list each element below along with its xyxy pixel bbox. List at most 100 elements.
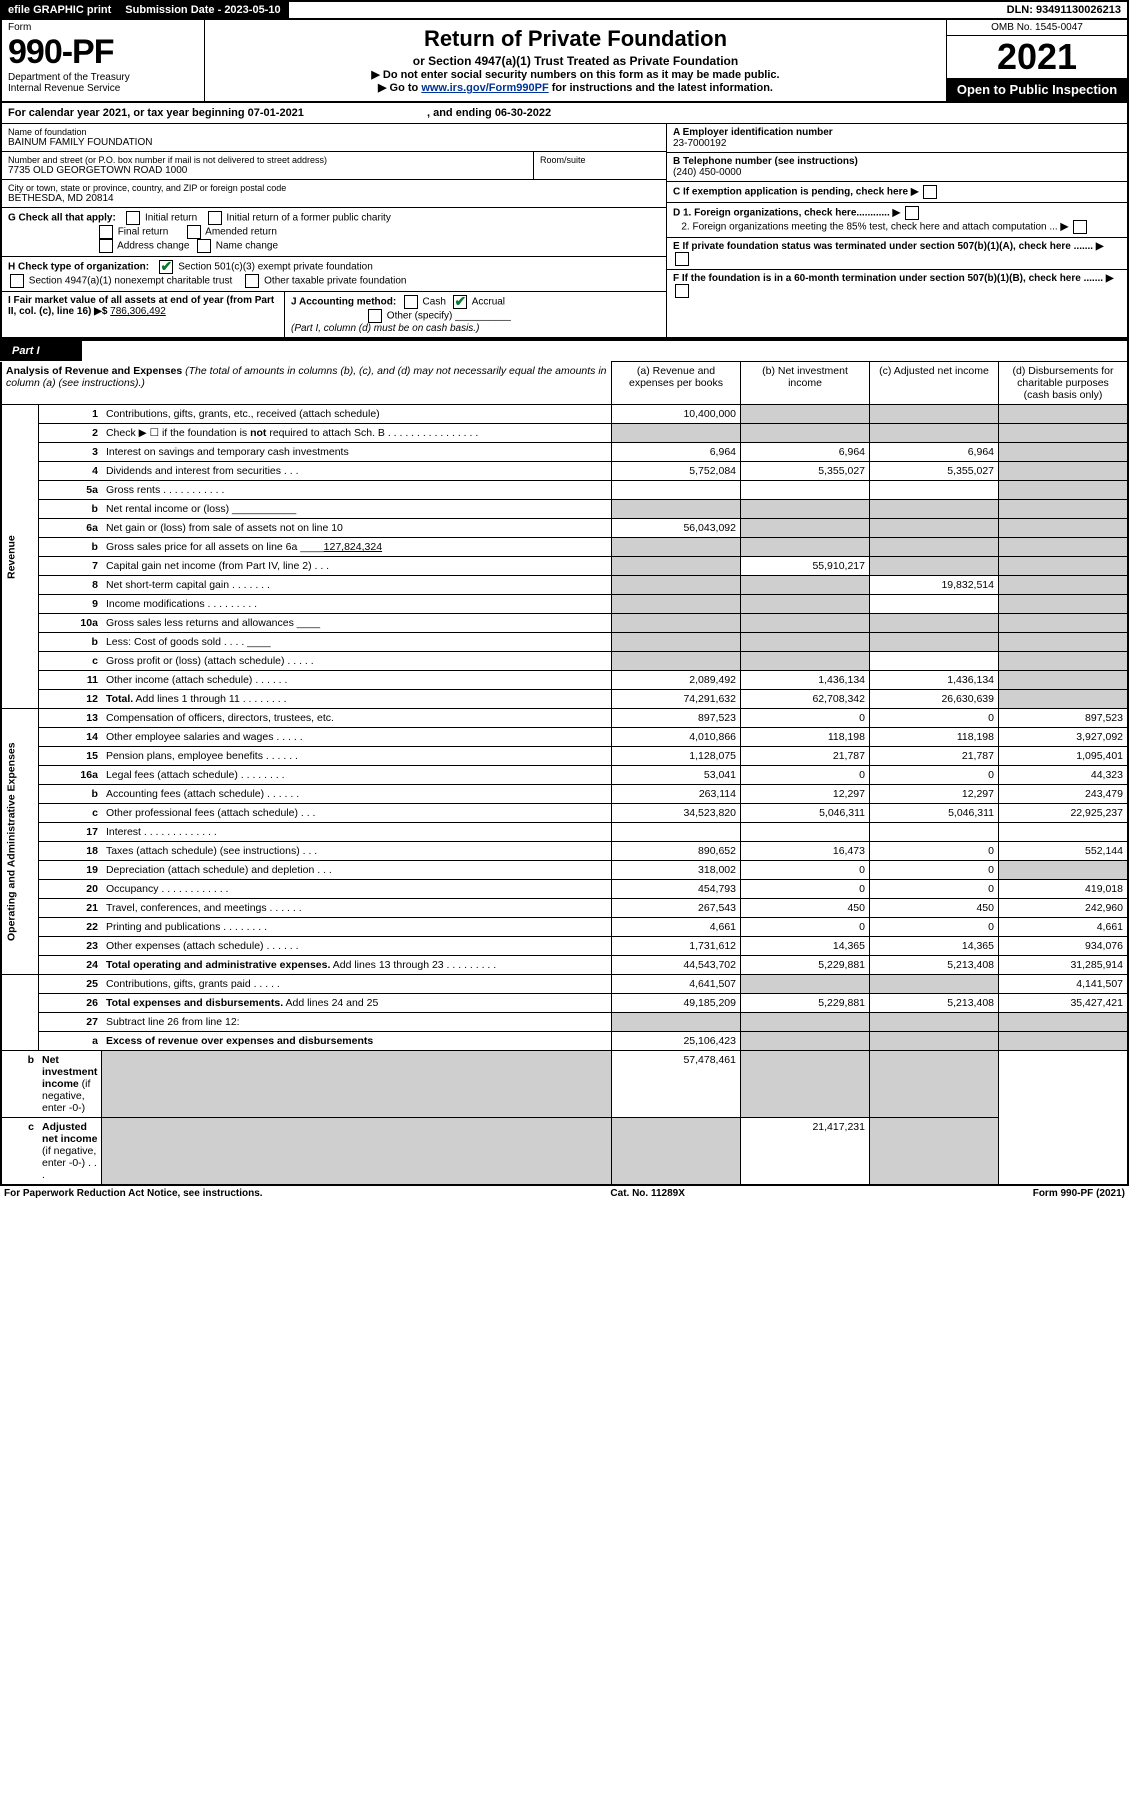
cell-value: 5,355,027 xyxy=(741,462,870,481)
cash-checkbox[interactable] xyxy=(404,295,418,309)
cell-value xyxy=(612,500,741,519)
cell-value xyxy=(741,633,870,652)
line-number: 21 xyxy=(38,899,102,918)
final-return-checkbox[interactable] xyxy=(99,225,113,239)
other-method-label: Other (specify) xyxy=(387,311,453,322)
cell-value: 4,641,507 xyxy=(612,975,741,994)
line-description: Occupancy . . . . . . . . . . . . xyxy=(102,880,612,899)
60-month-checkbox[interactable] xyxy=(675,284,689,298)
cell-value xyxy=(999,614,1129,633)
status-terminated-checkbox[interactable] xyxy=(675,252,689,266)
col-a-header: (a) Revenue and expenses per books xyxy=(612,362,741,405)
accrual-label: Accrual xyxy=(472,297,505,308)
4947-label: Section 4947(a)(1) nonexempt charitable … xyxy=(29,276,232,287)
initial-return-checkbox[interactable] xyxy=(126,211,140,225)
address-change-checkbox[interactable] xyxy=(99,239,113,253)
entity-info: Name of foundation BAINUM FAMILY FOUNDAT… xyxy=(0,124,1129,339)
form-word: Form xyxy=(8,22,198,33)
table-row: 6aNet gain or (loss) from sale of assets… xyxy=(1,519,1128,538)
cell-value: 5,229,881 xyxy=(741,994,870,1013)
4947-checkbox[interactable] xyxy=(10,274,24,288)
initial-former-checkbox[interactable] xyxy=(208,211,222,225)
cell-value: 44,323 xyxy=(999,766,1129,785)
501c3-checkbox[interactable] xyxy=(159,260,173,274)
foreign-org-checkbox[interactable] xyxy=(905,206,919,220)
line-number: 8 xyxy=(38,576,102,595)
initial-return-label: Initial return xyxy=(145,213,197,224)
line-description: Taxes (attach schedule) (see instruction… xyxy=(102,842,612,861)
line-description: Other professional fees (attach schedule… xyxy=(102,804,612,823)
cell-value xyxy=(999,652,1129,671)
tax-year: 2021 xyxy=(947,36,1127,78)
f-label: F If the foundation is in a 60-month ter… xyxy=(673,273,1103,284)
paperwork-notice: For Paperwork Reduction Act Notice, see … xyxy=(4,1188,263,1199)
cell-value: 267,543 xyxy=(612,899,741,918)
table-row: Revenue1Contributions, gifts, grants, et… xyxy=(1,405,1128,424)
line-number: 12 xyxy=(38,690,102,709)
line-number: 13 xyxy=(38,709,102,728)
cell-value: 62,708,342 xyxy=(741,690,870,709)
line-description: Interest on savings and temporary cash i… xyxy=(102,443,612,462)
cell-value xyxy=(999,538,1129,557)
accrual-checkbox[interactable] xyxy=(453,295,467,309)
expenses-section-label: Operating and Administrative Expenses xyxy=(1,709,38,975)
other-taxable-checkbox[interactable] xyxy=(245,274,259,288)
cell-value xyxy=(612,614,741,633)
efile-print-button[interactable]: efile GRAPHIC print xyxy=(2,2,119,18)
g-label: G Check all that apply: xyxy=(8,213,116,224)
cell-value: 35,427,421 xyxy=(999,994,1129,1013)
cell-value xyxy=(870,1032,999,1051)
fmv-value: 786,306,492 xyxy=(110,306,166,317)
cell-value xyxy=(612,633,741,652)
cell-value xyxy=(612,557,741,576)
name-change-checkbox[interactable] xyxy=(197,239,211,253)
ein-value: 23-7000192 xyxy=(673,138,726,149)
cell-value xyxy=(741,823,870,842)
cell-value: 4,661 xyxy=(612,918,741,937)
cal-end: , and ending 06-30-2022 xyxy=(427,107,551,119)
cell-value: 897,523 xyxy=(612,709,741,728)
cell-value xyxy=(612,1013,741,1032)
cell-value xyxy=(741,1013,870,1032)
blank-section xyxy=(1,975,38,1051)
submission-date: Submission Date - 2023-05-10 xyxy=(119,2,288,18)
cell-value xyxy=(870,614,999,633)
cell-value xyxy=(741,975,870,994)
table-row: 26Total expenses and disbursements. Add … xyxy=(1,994,1128,1013)
line-number: 3 xyxy=(38,443,102,462)
line-number: 23 xyxy=(38,937,102,956)
line-number: 1 xyxy=(38,405,102,424)
cell-value xyxy=(741,595,870,614)
table-row: 9Income modifications . . . . . . . . . xyxy=(1,595,1128,614)
cell-value: 890,652 xyxy=(612,842,741,861)
cell-value xyxy=(741,405,870,424)
amended-return-checkbox[interactable] xyxy=(187,225,201,239)
cell-value: 5,752,084 xyxy=(612,462,741,481)
cell-value xyxy=(870,500,999,519)
table-row: 27Subtract line 26 from line 12: xyxy=(1,1013,1128,1032)
line-number: 4 xyxy=(38,462,102,481)
cell-value: 0 xyxy=(741,709,870,728)
foreign-85-checkbox[interactable] xyxy=(1073,220,1087,234)
table-row: 23Other expenses (attach schedule) . . .… xyxy=(1,937,1128,956)
cell-value xyxy=(741,424,870,443)
other-method-checkbox[interactable] xyxy=(368,309,382,323)
cell-value xyxy=(999,823,1129,842)
cell-value xyxy=(612,652,741,671)
exemption-pending-checkbox[interactable] xyxy=(923,185,937,199)
foundation-name: BAINUM FAMILY FOUNDATION xyxy=(8,137,660,148)
cell-value: 450 xyxy=(741,899,870,918)
cell-value xyxy=(741,519,870,538)
cell-value: 4,661 xyxy=(999,918,1129,937)
table-row: aExcess of revenue over expenses and dis… xyxy=(1,1032,1128,1051)
table-row: 20Occupancy . . . . . . . . . . . .454,7… xyxy=(1,880,1128,899)
501c3-label: Section 501(c)(3) exempt private foundat… xyxy=(178,262,373,273)
line-description: Legal fees (attach schedule) . . . . . .… xyxy=(102,766,612,785)
cell-value xyxy=(870,557,999,576)
cell-value xyxy=(870,595,999,614)
table-row: 15Pension plans, employee benefits . . .… xyxy=(1,747,1128,766)
cell-value: 53,041 xyxy=(612,766,741,785)
instructions-link[interactable]: www.irs.gov/Form990PF xyxy=(421,82,548,94)
cell-value: 57,478,461 xyxy=(612,1051,741,1118)
addr-label: Number and street (or P.O. box number if… xyxy=(8,155,527,165)
